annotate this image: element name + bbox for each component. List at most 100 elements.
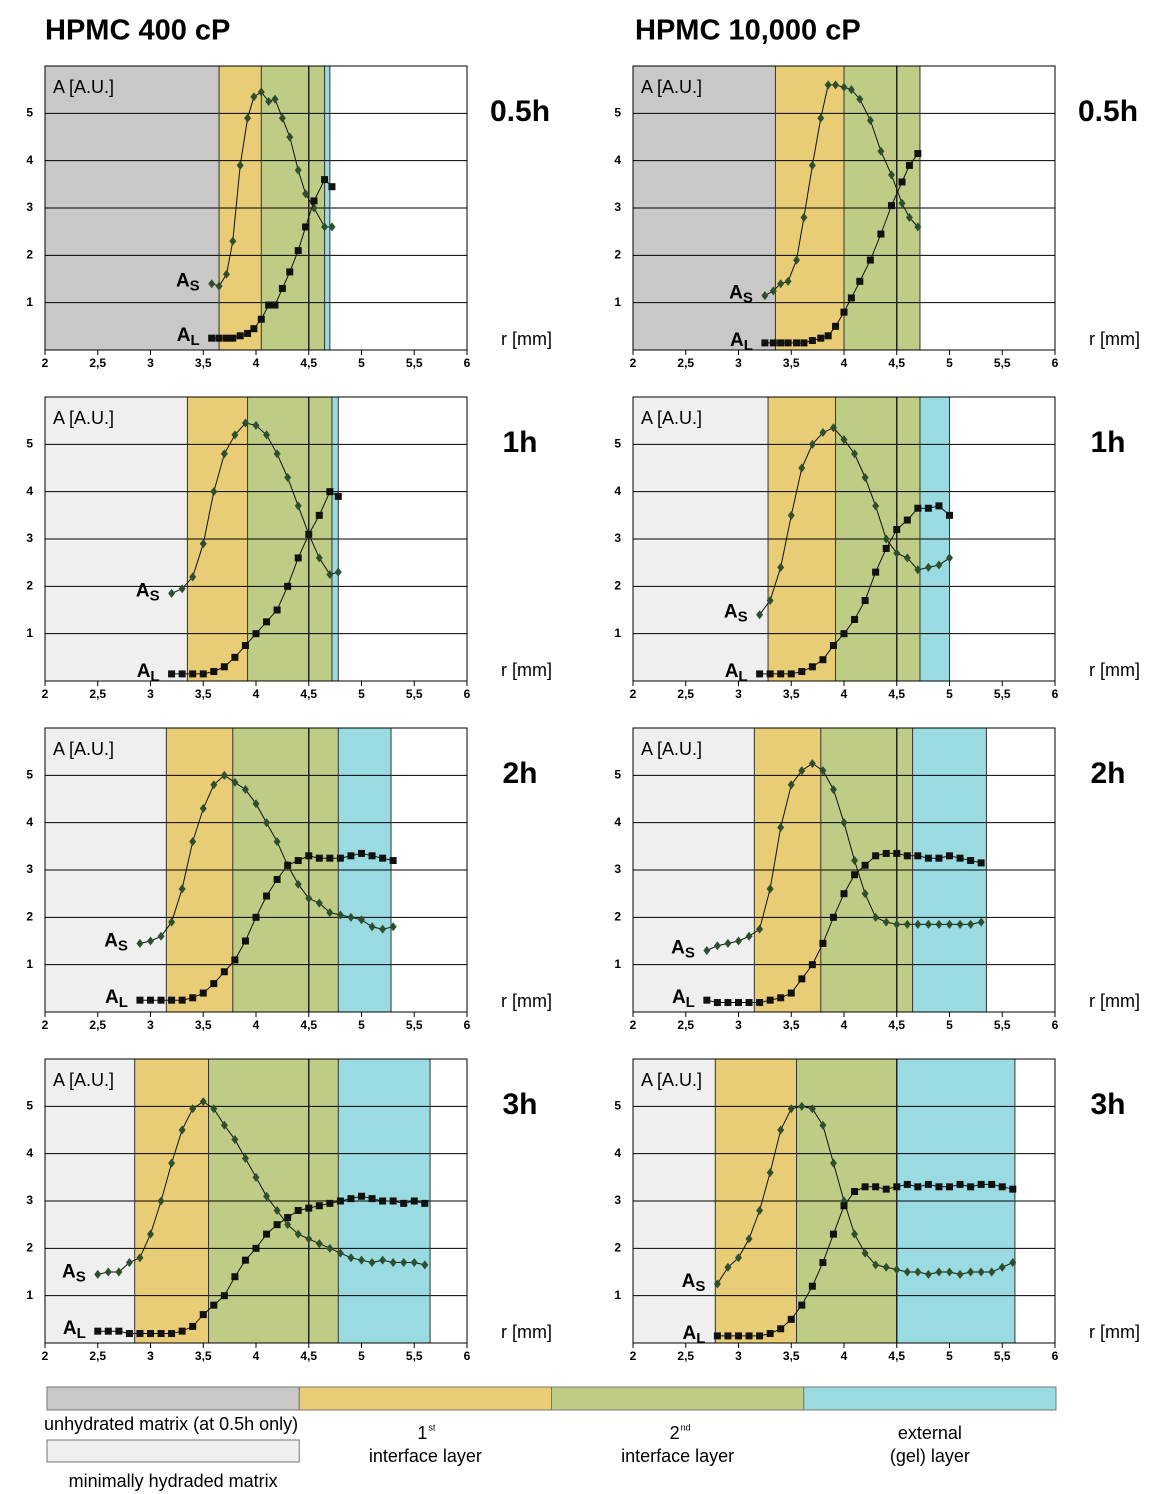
point — [840, 630, 848, 638]
y-axis-label: A [A.U.] — [641, 1070, 702, 1090]
x-tick-label: 4,5 — [300, 356, 317, 370]
series-label: AS — [729, 283, 753, 307]
point — [379, 854, 387, 862]
point — [798, 975, 806, 983]
x-tick-label: 4,5 — [300, 1349, 317, 1363]
y-axis-label: A [A.U.] — [641, 77, 702, 97]
y-tick-label: 1 — [26, 626, 33, 640]
point — [326, 908, 334, 918]
x-tick-label: 5,5 — [406, 1349, 423, 1363]
y-tick-label: 1 — [614, 1288, 621, 1302]
x-axis-label: r [mm] — [1089, 1322, 1140, 1342]
series-label: AS — [724, 602, 748, 626]
y-tick-label: 4 — [26, 153, 33, 167]
point — [215, 334, 223, 342]
series-label: AL — [63, 1318, 86, 1342]
point — [208, 334, 216, 342]
panel: 1 2 3 4 5 2 2,5 3 3,5 4 4,5 5 5,5 6 A [A.U.] r [mm] 2h AS… — [614, 727, 1140, 1032]
point — [315, 1239, 323, 1249]
point — [756, 670, 764, 678]
point — [756, 999, 764, 1007]
point — [798, 766, 806, 776]
x-tick-label: 2 — [42, 1349, 49, 1363]
point — [147, 1330, 154, 1338]
point — [347, 1195, 355, 1203]
point — [389, 1197, 397, 1205]
point — [273, 606, 281, 614]
point — [784, 276, 792, 286]
point — [315, 511, 323, 519]
point — [410, 1258, 418, 1268]
x-tick-label: 5,5 — [994, 356, 1011, 370]
point — [903, 1180, 911, 1188]
y-axis-label: A [A.U.] — [53, 739, 114, 759]
point — [284, 1220, 292, 1230]
y-tick-label: 5 — [26, 768, 33, 782]
point — [946, 919, 953, 929]
x-tick-label: 5,5 — [994, 687, 1011, 701]
point — [893, 849, 901, 857]
point — [745, 931, 753, 941]
y-tick-label: 4 — [614, 484, 621, 498]
x-tick-label: 4,5 — [888, 1349, 905, 1363]
point — [358, 849, 365, 857]
point — [935, 919, 943, 929]
point — [273, 837, 281, 847]
point — [257, 87, 265, 97]
point — [793, 255, 801, 265]
point — [847, 85, 855, 95]
point — [136, 1253, 144, 1263]
point — [168, 917, 176, 927]
point — [777, 822, 785, 832]
y-tick-label: 3 — [614, 531, 621, 545]
y-tick-label: 3 — [614, 1193, 621, 1207]
legend-label: external — [898, 1423, 962, 1443]
point — [847, 294, 855, 302]
y-tick-label: 1 — [26, 957, 33, 971]
point — [410, 1197, 418, 1205]
point — [967, 1267, 975, 1277]
point — [898, 198, 906, 208]
point — [328, 222, 336, 232]
x-tick-label: 3,5 — [195, 1018, 212, 1032]
x-tick-label: 3 — [735, 1349, 742, 1363]
y-tick-label: 4 — [26, 815, 33, 829]
point — [935, 1267, 943, 1277]
point — [328, 183, 336, 191]
point — [189, 1104, 197, 1114]
panel-title: 2h — [502, 757, 537, 790]
point — [777, 994, 785, 1002]
x-tick-label: 3,5 — [783, 687, 800, 701]
point — [265, 97, 273, 106]
point — [421, 1199, 429, 1207]
panel-title: 0.5h — [1078, 95, 1138, 128]
legend-label: (gel) layer — [890, 1446, 970, 1466]
point — [861, 1183, 869, 1191]
y-tick-label: 2 — [614, 910, 621, 924]
point — [189, 572, 197, 582]
point — [829, 423, 837, 433]
point — [252, 799, 260, 809]
point — [263, 1191, 271, 1201]
y-tick-label: 5 — [26, 1099, 33, 1113]
panel: 1 2 3 4 5 2 2,5 3 3,5 4 4,5 5 5,5 6 A [A.U.] r [mm] 0.5h… — [26, 65, 552, 370]
point — [769, 286, 777, 296]
series-label: AS — [104, 930, 128, 954]
point — [977, 859, 985, 867]
point — [713, 999, 721, 1007]
x-tick-label: 3 — [147, 1018, 154, 1032]
point — [263, 430, 271, 440]
point — [278, 284, 286, 292]
point — [893, 1265, 901, 1275]
point — [229, 334, 237, 342]
x-tick-label: 4,5 — [888, 687, 905, 701]
x-tick-label: 3,5 — [783, 1018, 800, 1032]
point — [914, 150, 922, 158]
series-label: AS — [671, 937, 695, 961]
x-tick-label: 3 — [735, 687, 742, 701]
point — [189, 994, 197, 1002]
point — [125, 1330, 133, 1338]
point — [368, 1195, 376, 1203]
point — [236, 160, 244, 170]
point — [735, 1253, 742, 1263]
